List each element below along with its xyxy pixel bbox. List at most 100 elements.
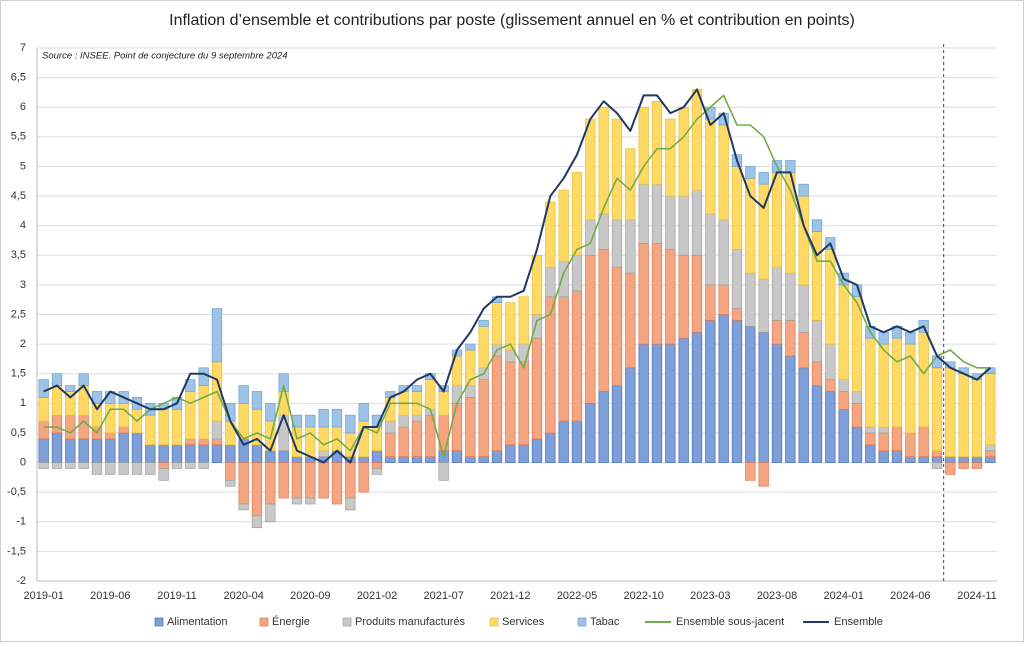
bar-segment xyxy=(65,385,76,392)
bar-segment xyxy=(251,515,263,529)
y-tick-label: 6,5 xyxy=(11,72,26,84)
bar-segment xyxy=(331,408,343,428)
bar-segment xyxy=(51,432,63,463)
bar-segment xyxy=(491,450,503,463)
bar-segment xyxy=(78,462,89,469)
bar-segment xyxy=(585,219,596,256)
bar-segment xyxy=(398,456,409,463)
bar-segment xyxy=(78,438,89,463)
bar-segment xyxy=(811,231,823,321)
bar-segment xyxy=(611,118,623,221)
bar-segment xyxy=(38,462,49,469)
bar-segment xyxy=(131,462,143,475)
bar-segment xyxy=(851,426,863,463)
bar-segment xyxy=(878,331,889,345)
bar-segment xyxy=(918,331,929,428)
bar-segment xyxy=(825,379,836,392)
x-tick-label: 2024-01 xyxy=(823,590,863,602)
bar-segment xyxy=(731,166,743,250)
bar-segment xyxy=(465,456,476,463)
bar-segment xyxy=(811,361,823,386)
bar-segment xyxy=(745,272,756,327)
bar-segment xyxy=(691,89,703,191)
bar-segment xyxy=(318,426,329,452)
bar-segment xyxy=(305,414,316,428)
bar-segment xyxy=(571,172,583,256)
bar-segment xyxy=(251,391,263,410)
bar-segment xyxy=(291,497,303,505)
bar-segment xyxy=(465,397,476,457)
bar-segment xyxy=(638,106,649,185)
bar-segment xyxy=(38,438,49,463)
x-tick-label: 2022-10 xyxy=(623,590,663,602)
bar-segment xyxy=(345,414,356,434)
bar-segment xyxy=(945,456,956,463)
bar-segment xyxy=(278,391,289,416)
bar-segment xyxy=(478,320,489,327)
bar-segment xyxy=(865,432,876,446)
bar-segment xyxy=(38,420,49,440)
legend-swatch xyxy=(489,617,499,627)
bar-segment xyxy=(825,391,836,463)
bar-segment xyxy=(651,343,663,463)
bar-segment xyxy=(211,444,223,463)
bar-segment xyxy=(318,462,329,499)
bar-segment xyxy=(771,320,783,345)
y-tick-label: 7 xyxy=(20,42,26,54)
bar-segment xyxy=(211,308,223,363)
chart-title: Inflation d’ensemble et contributions pa… xyxy=(169,12,855,29)
legend-swatch xyxy=(259,617,269,627)
bar-segment xyxy=(171,462,183,469)
bar-segment xyxy=(878,450,889,463)
bar-segment xyxy=(171,408,183,446)
bar-segment xyxy=(211,438,223,446)
y-tick-label: 1,5 xyxy=(11,368,26,380)
bar-segment xyxy=(798,367,809,463)
bar-segment xyxy=(598,391,609,463)
bar-segment xyxy=(78,414,89,440)
bar-segment xyxy=(251,444,263,463)
bar-segment xyxy=(331,462,343,505)
line-series xyxy=(43,94,991,458)
bar-segment xyxy=(931,450,943,457)
bar-segment xyxy=(785,160,796,173)
bar-segment xyxy=(38,379,49,398)
bar-segment xyxy=(451,402,463,452)
bar-segment xyxy=(91,391,103,404)
x-tick-label: 2021-02 xyxy=(357,590,397,602)
bar-segment xyxy=(785,272,796,321)
bar-segment xyxy=(945,462,956,475)
x-tick-label: 2022-05 xyxy=(557,590,597,602)
x-tick-label: 2024-06 xyxy=(890,590,930,602)
bar-segment xyxy=(411,385,423,392)
bar-segment xyxy=(105,462,116,475)
bar-segment xyxy=(585,254,596,404)
bar-segment xyxy=(411,414,423,422)
bar-segment xyxy=(638,243,649,345)
bar-segment xyxy=(278,373,289,392)
bar-segment xyxy=(505,444,516,463)
bar-segment xyxy=(931,462,943,469)
bar-segment xyxy=(238,462,249,505)
bar-segment xyxy=(398,426,409,457)
bar-segment xyxy=(105,438,116,463)
bar-segment xyxy=(905,432,916,457)
bar-segment xyxy=(51,414,63,434)
bar-segment xyxy=(558,420,569,463)
x-tick-label: 2021-12 xyxy=(490,590,530,602)
bar-segment xyxy=(945,367,956,457)
bar-segment xyxy=(705,320,716,463)
bar-segment xyxy=(611,266,623,386)
bar-segment xyxy=(51,462,63,469)
x-tick-label: 2020-09 xyxy=(290,590,330,602)
bar-segment xyxy=(491,302,503,345)
bar-segment xyxy=(265,462,276,505)
bar-segment xyxy=(851,402,863,428)
y-tick-label: 4 xyxy=(20,220,26,232)
bar-segment xyxy=(291,456,303,463)
bar-segment xyxy=(598,106,609,215)
bar-segment xyxy=(985,444,996,452)
bar-segment xyxy=(105,432,116,440)
x-tick-label: 2023-08 xyxy=(757,590,797,602)
